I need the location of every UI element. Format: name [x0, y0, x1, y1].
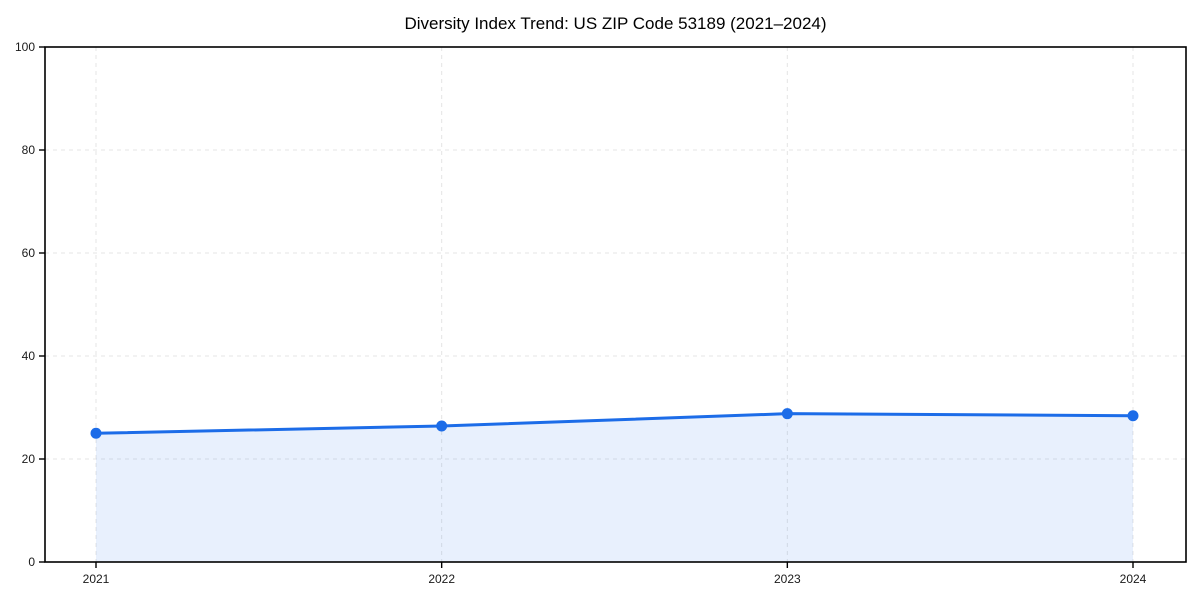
area-fill — [96, 413, 1133, 562]
y-tick-label: 60 — [22, 246, 36, 260]
y-tick-label: 0 — [28, 555, 35, 569]
trend-line — [94, 412, 1135, 435]
x-tick-label: 2024 — [1120, 572, 1147, 586]
data-point — [781, 408, 793, 420]
data-point — [1127, 410, 1139, 422]
data-point — [436, 420, 448, 432]
y-tick-label: 40 — [22, 349, 36, 363]
x-tick-label: 2022 — [428, 572, 455, 586]
y-tick-label: 20 — [22, 452, 36, 466]
chart-title: Diversity Index Trend: US ZIP Code 53189… — [404, 14, 827, 33]
y-tick-label: 80 — [22, 143, 36, 157]
x-tick-label: 2023 — [774, 572, 801, 586]
y-tick-label: 100 — [15, 40, 35, 54]
plot-frame — [44, 46, 1187, 563]
x-tick-label: 2021 — [83, 572, 110, 586]
data-point — [90, 427, 102, 439]
